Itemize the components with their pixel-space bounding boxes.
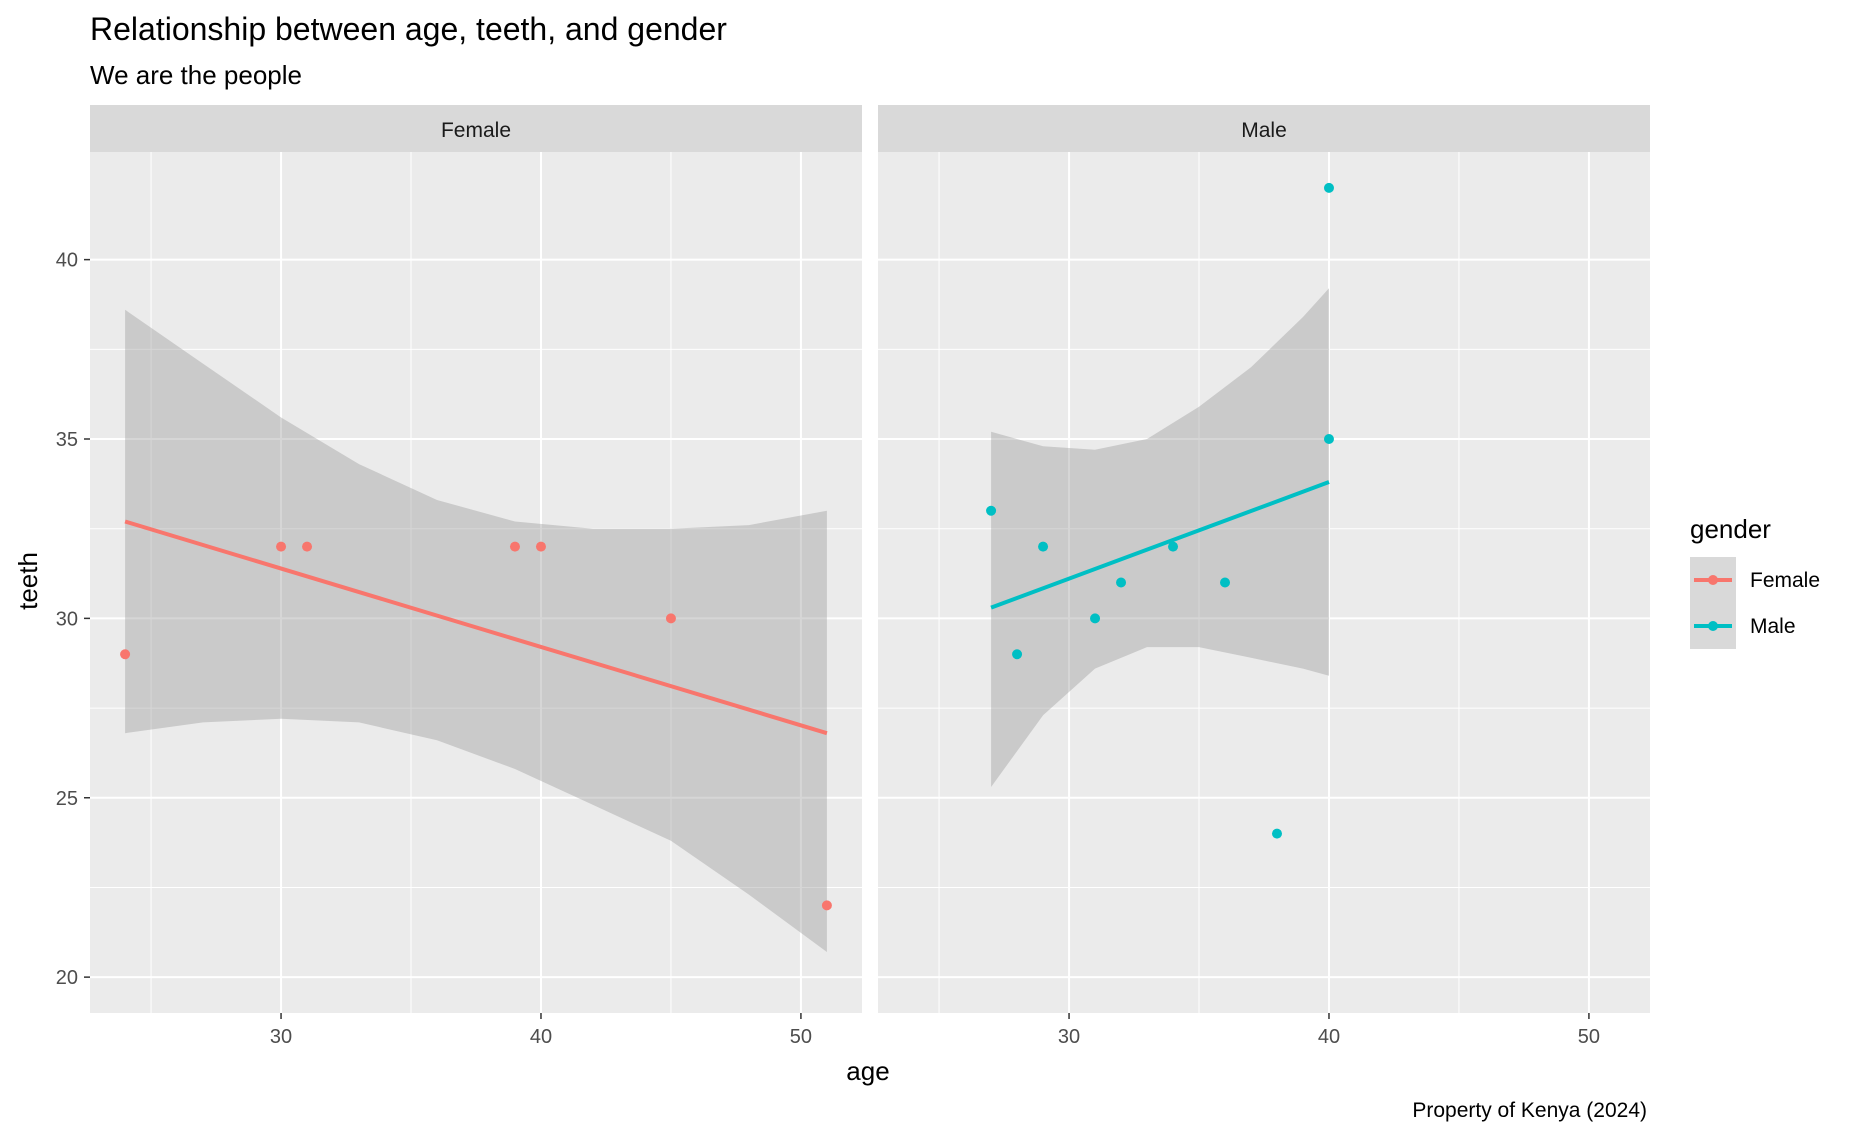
data-point [986, 505, 997, 516]
legend-title: gender [1690, 514, 1771, 544]
chart-title: Relationship between age, teeth, and gen… [90, 11, 727, 47]
panel-background [90, 152, 862, 1013]
y-axis: 20 25 30 35 40 [56, 250, 90, 989]
chart-subtitle: We are the people [90, 60, 302, 90]
y-tick-label: 35 [56, 429, 78, 451]
x-tick-label: 30 [1058, 1026, 1080, 1048]
data-point [1220, 577, 1231, 588]
data-point [1012, 649, 1023, 660]
data-point [535, 541, 546, 552]
data-point [821, 900, 832, 911]
x-tick-label: 50 [1578, 1026, 1600, 1048]
data-point [120, 649, 131, 660]
data-point [1323, 182, 1334, 193]
data-point [276, 541, 287, 552]
legend-label: Male [1750, 615, 1796, 638]
y-axis-title: teeth [13, 552, 43, 610]
x-tick-label: 40 [1318, 1026, 1340, 1048]
data-point [1090, 613, 1101, 624]
legend: gender Female Male [1690, 514, 1820, 649]
legend-key-point [1708, 621, 1718, 631]
facet-strip [90, 105, 862, 152]
x-tick-label: 40 [530, 1026, 552, 1048]
data-point [1038, 541, 1049, 552]
panel-background [878, 152, 1650, 1013]
facet-strip-label: Male [1241, 119, 1287, 142]
y-tick-label: 40 [56, 250, 78, 272]
facet-strip [878, 105, 1650, 152]
y-tick-label: 25 [56, 788, 78, 810]
data-point [1168, 541, 1179, 552]
x-tick-label: 50 [790, 1026, 812, 1048]
trend-line [990, 480, 1330, 610]
y-tick-label: 30 [56, 608, 78, 630]
y-tick-label: 20 [56, 967, 78, 989]
panel-female: Female 30 40 50 [90, 105, 862, 1048]
data-point [1116, 577, 1127, 588]
data-point [1323, 434, 1334, 444]
chart-caption: Property of Kenya (2024) [1412, 1099, 1647, 1122]
confidence-band [991, 288, 1329, 787]
confidence-band [125, 309, 827, 952]
legend-label: Female [1750, 569, 1820, 592]
data-point [1271, 828, 1282, 839]
x-axis-title: age [846, 1056, 889, 1086]
data-point [509, 541, 520, 552]
legend-key-point [1708, 575, 1718, 585]
data-point [665, 613, 676, 624]
facet-strip-label: Female [441, 119, 511, 142]
trend-line [124, 519, 828, 736]
panel-male: Male 30 40 50 [878, 105, 1650, 1048]
x-tick-label: 30 [270, 1026, 292, 1048]
data-point [302, 541, 313, 552]
